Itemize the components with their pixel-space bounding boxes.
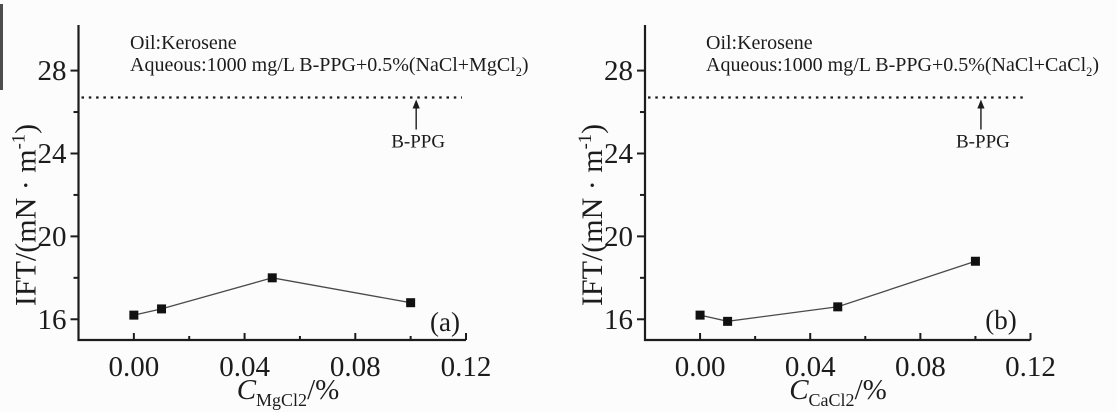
data-point-marker [129,310,139,320]
y-tick-label: 24 [604,138,634,170]
y-tick-label: 28 [604,55,633,87]
x-tick-label: 0.08 [895,351,946,383]
annotation-aqueous: Aqueous:1000 mg/L B-PPG+0.5%(NaCl+CaCl2) [706,54,1099,79]
y-tick-label: 16 [604,304,633,336]
data-point-marker [723,316,733,326]
panel-label: (a) [430,307,460,337]
y-axis-label: IFT/(mN · m-1) [575,124,609,306]
x-tick-label: 0.04 [785,351,836,383]
x-tick-label: 0.12 [1005,351,1056,383]
data-point-marker [267,273,277,283]
data-point-marker [695,310,705,320]
series-line [133,277,411,316]
y-tick-label: 28 [38,55,67,87]
x-axis-label: CMgCl2/% [237,374,340,410]
x-tick-label: 0.00 [675,351,726,383]
x-tick-label: 0.08 [330,351,381,383]
data-point-marker [833,302,843,312]
y-tick-label: 24 [38,138,68,170]
arrow-head-icon [412,99,420,109]
x-tick-label: 0.00 [108,351,159,383]
arrow-head-icon [977,99,985,109]
series-line [699,260,976,322]
chart-panel-a: 16 20 24 28 0.00 0.04 0.08 0.12 CMgCl2/% IFT/(mN … [9,25,529,410]
annotation-aqueous: Aqueous:1000 mg/L B-PPG+0.5%(NaCl+MgCl2) [130,54,529,79]
data-point-marker [970,256,980,266]
axis-frame [77,25,466,342]
x-axis-label: CCaCl2/% [789,374,887,410]
y-axis-label: IFT/(mN · m-1) [9,124,43,306]
y-tick-label: 16 [38,304,67,336]
axis-frame [643,25,1031,342]
x-tick-label: 0.04 [219,351,270,383]
y-tick-label: 20 [604,221,633,253]
reference-line-label: B-PPG [956,132,1010,153]
y-tick-label: 20 [38,221,67,253]
panel-label: (b) [985,305,1016,335]
reference-line-label: B-PPG [391,132,445,153]
annotation-oil: Oil:Kerosene [130,32,237,54]
x-tick-label: 0.12 [441,351,492,383]
data-point-marker [157,304,167,314]
data-point-marker [406,298,416,308]
annotation-oil: Oil:Kerosene [706,32,813,54]
scan-edge-artifact [0,4,3,90]
chart-panel-b: 16 20 24 28 0.00 0.04 0.08 0.12 CCaCl2/% IFT/(mN … [575,25,1099,410]
